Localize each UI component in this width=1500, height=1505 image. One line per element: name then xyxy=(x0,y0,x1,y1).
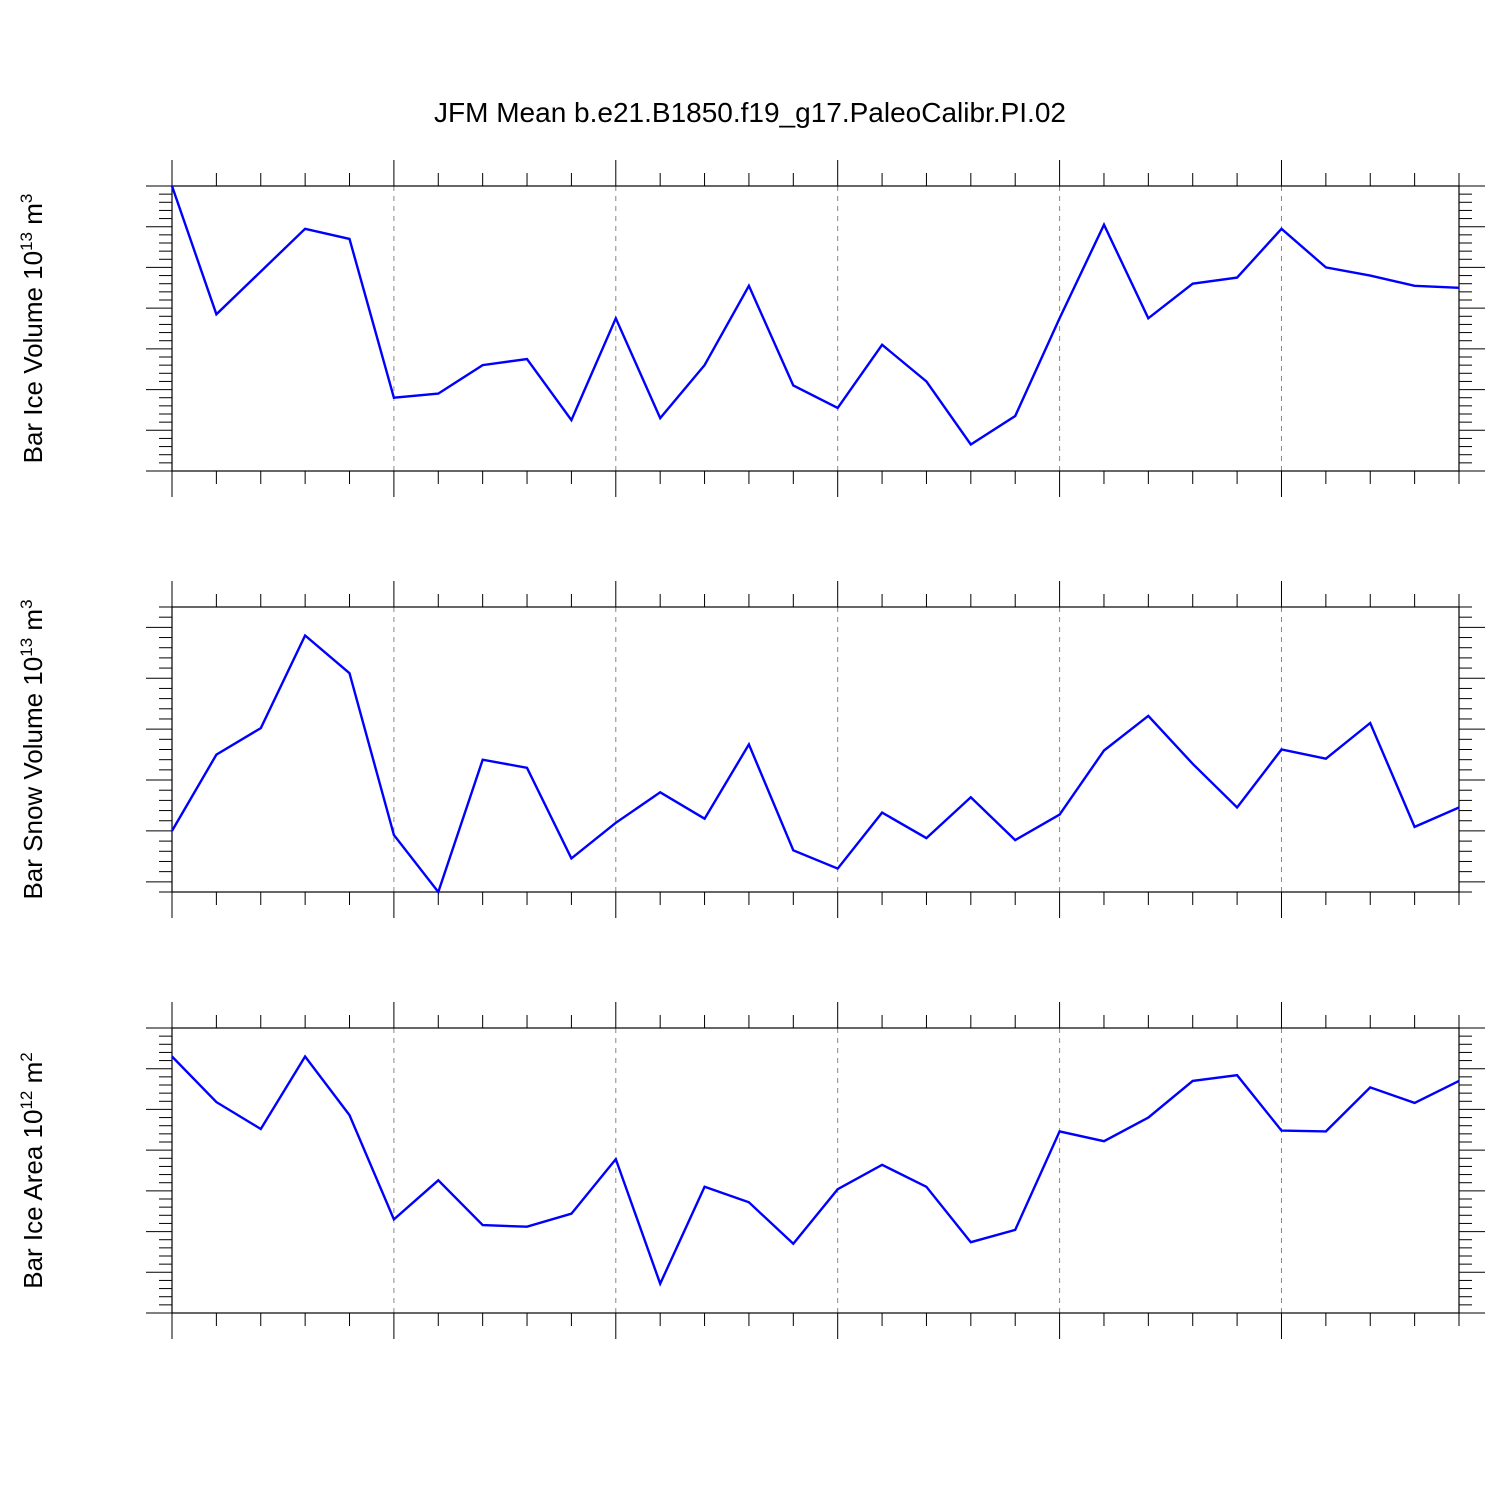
chart-panel-2: Bar Snow Volume 1013 m3 xyxy=(17,581,1485,918)
data-series-line xyxy=(170,633,1460,895)
data-series-line xyxy=(171,1054,1460,1287)
chart-panel-1: Bar Ice Volume 1013 m3 xyxy=(17,160,1485,497)
y-axis-label-part: Bar Snow Volume 10 xyxy=(18,657,48,900)
y-axis-label: Bar Snow Volume 1013 m3 xyxy=(17,599,48,899)
y-axis-label-superscript: 12 xyxy=(17,1091,36,1110)
plot-frame xyxy=(171,185,1460,472)
y-axis-label-part: m xyxy=(18,609,48,638)
y-axis-label-part: m xyxy=(18,1062,48,1091)
y-axis-label-part: Bar Ice Area 10 xyxy=(18,1110,48,1289)
y-axis-label-superscript: 2 xyxy=(17,1052,36,1061)
chart-title: JFM Mean b.e21.B1850.f19_g17.PaleoCalibr… xyxy=(434,97,1066,128)
plot-frame xyxy=(171,1027,1460,1314)
y-axis-label-superscript: 3 xyxy=(17,194,36,203)
y-axis-label: Bar Ice Volume 1013 m3 xyxy=(17,194,48,464)
plot-frame xyxy=(171,606,1460,893)
y-axis-label-superscript: 3 xyxy=(17,599,36,608)
y-axis-label-superscript: 13 xyxy=(17,638,36,657)
y-axis-label-part: Bar Ice Volume 10 xyxy=(18,251,48,463)
y-axis-label-part: m xyxy=(18,203,48,232)
y-axis-label: Bar Ice Area 1012 m2 xyxy=(17,1052,48,1289)
y-axis-label-superscript: 13 xyxy=(17,232,36,251)
data-series-line xyxy=(170,185,1460,447)
chart-panel-3: Bar Ice Area 1012 m2 xyxy=(17,1002,1485,1339)
